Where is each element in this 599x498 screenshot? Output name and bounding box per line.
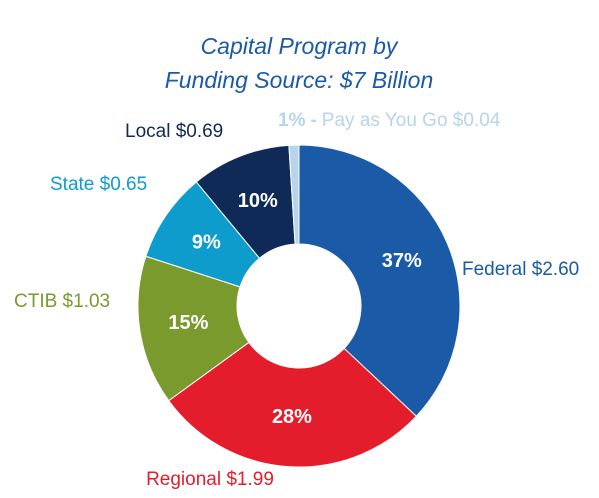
slice xyxy=(168,341,418,468)
category-label: CTIB $1.03 xyxy=(14,291,110,312)
value-label: 10% xyxy=(238,190,278,212)
separator: - xyxy=(310,110,316,131)
value-label: 28% xyxy=(272,406,312,428)
slice-label: 1% - Pay as You Go $0.04 xyxy=(278,110,501,131)
value-label: 15% xyxy=(168,312,208,334)
slice-label: Regional $1.99 xyxy=(146,469,274,490)
slice-label: State $0.65 xyxy=(50,174,147,195)
value-label: 9% xyxy=(192,231,221,253)
category-label: State $0.65 xyxy=(50,174,147,195)
category-label: Federal $2.60 xyxy=(462,259,579,280)
category-label: Regional $1.99 xyxy=(146,469,274,490)
chart-title: Funding Source: $7 Billion xyxy=(165,67,434,93)
slice-label: Federal $2.60 xyxy=(462,259,579,280)
value-label: 1% xyxy=(278,110,306,131)
slice xyxy=(298,144,461,417)
category-label: Pay as You Go $0.04 xyxy=(322,110,501,131)
slice-label: Local $0.69 xyxy=(125,121,223,142)
value-label: 37% xyxy=(382,250,422,272)
slice xyxy=(137,255,250,402)
category-label: Local $0.69 xyxy=(125,121,223,142)
slice-label: CTIB $1.03 xyxy=(14,291,110,312)
slice xyxy=(288,144,300,245)
chart-title: Capital Program by xyxy=(201,33,399,59)
